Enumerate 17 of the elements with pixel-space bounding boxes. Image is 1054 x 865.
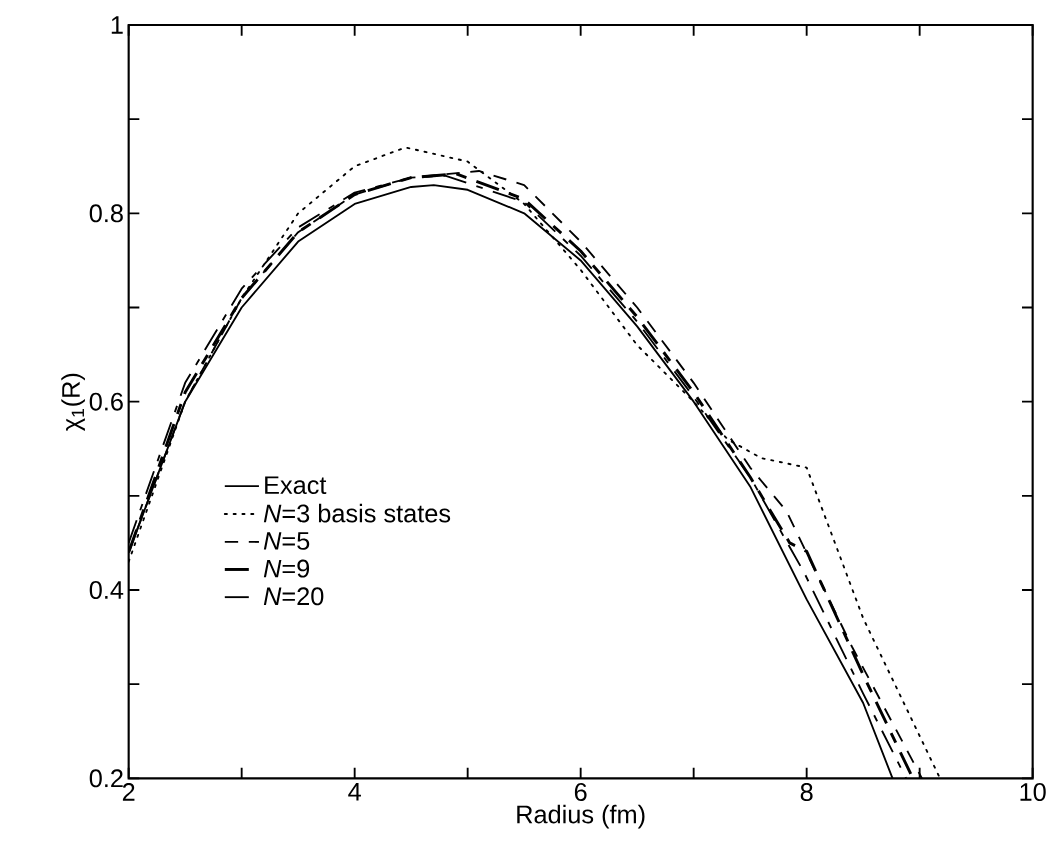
- legend-label: N=9: [263, 559, 310, 578]
- x-tick-label: 6: [574, 783, 587, 801]
- y-tick-label: 0.2: [89, 769, 123, 788]
- y-tick-label: 1: [111, 16, 123, 34]
- y-tick-label: 0.6: [89, 392, 123, 411]
- y-tick-label: 0.8: [89, 204, 123, 223]
- legend-label: N=5: [263, 532, 310, 550]
- legend-label: N=20: [263, 587, 324, 606]
- y-tick-label: 0.4: [89, 581, 124, 599]
- x-axis-title: Radius (fm): [517, 804, 645, 829]
- x-tick-label: 4: [348, 783, 361, 801]
- x-tick-label: 2: [122, 783, 135, 801]
- x-tick-label: 10: [1020, 783, 1046, 801]
- x-tick-label: 8: [800, 783, 813, 801]
- y-axis-title: χ$_{1}$(R): [61, 373, 85, 431]
- legend-label: Exact: [265, 476, 327, 495]
- legend-label: N=3 basis states: [263, 503, 451, 523]
